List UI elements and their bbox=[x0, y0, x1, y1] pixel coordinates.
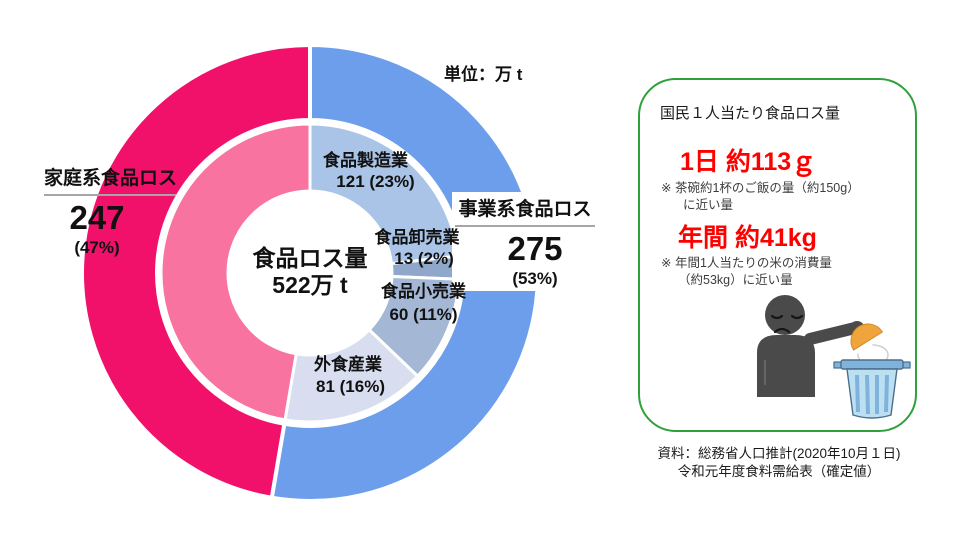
segment-label-restaurant: 外食産業 81 (16%) bbox=[288, 354, 408, 398]
business-loss-value: 275 bbox=[507, 230, 563, 267]
frown-mouth-icon bbox=[773, 327, 791, 334]
segment-value: 121 (23%) bbox=[336, 172, 415, 191]
yearly-loss-headline: 年間 約41kg bbox=[678, 224, 817, 252]
daily-loss-note-line1: ※ 茶碗約1杯のご飯の量（約150g） bbox=[661, 181, 860, 195]
segment-name: 外食産業 bbox=[314, 355, 382, 374]
segment-name: 食品製造業 bbox=[323, 151, 408, 170]
source-line2: 令和元年度食料需給表（確定値） bbox=[677, 464, 881, 479]
chart-center-total: 食品ロス量 522万 t bbox=[243, 245, 377, 299]
business-loss-percent: (53%) bbox=[512, 269, 558, 288]
discard-food-illustration bbox=[757, 295, 911, 419]
business-loss-name: 事業系食品ロス bbox=[455, 194, 595, 227]
household-loss-percent: (47%) bbox=[74, 238, 120, 257]
segment-label-manufacturing: 食品製造業 121 (23%) bbox=[303, 150, 428, 192]
sad-person-icon bbox=[757, 295, 865, 397]
trash-can-icon bbox=[833, 359, 911, 419]
per-capita-info-box: 国民１人当たり食品ロス量 1日 約113ｇ ※ 茶碗約1杯のご飯の量（約150g… bbox=[638, 78, 917, 432]
arm bbox=[804, 322, 861, 345]
business-loss-label: 事業系食品ロス 275 (53%) bbox=[452, 192, 598, 291]
segment-name: 食品小売業 bbox=[381, 282, 466, 301]
closed-eye-icon bbox=[790, 314, 804, 320]
yearly-loss-note-line1: ※ 年間1人当たりの米の消費量 bbox=[661, 256, 832, 270]
household-loss-label: 家庭系食品ロス 247 (47%) bbox=[44, 163, 177, 258]
daily-loss-note-line2: に近い量 bbox=[683, 198, 734, 212]
yearly-loss-note-line2: （約53kg）に近い量 bbox=[678, 273, 793, 287]
segment-value: 81 (16%) bbox=[316, 377, 385, 396]
segment-value: 60 (11%) bbox=[389, 305, 458, 324]
donut-segment-家庭系食品ロス bbox=[80, 43, 312, 500]
segment-name: 食品卸売業 bbox=[374, 228, 460, 247]
food-loss-donut-chart bbox=[80, 43, 540, 503]
closed-eye-icon bbox=[770, 314, 784, 320]
info-box-title: 国民１人当たり食品ロス量 bbox=[660, 105, 841, 122]
donut-segment-家庭系食品ロス bbox=[159, 122, 312, 422]
segment-label-wholesale: 食品卸売業 13 (2%) bbox=[362, 227, 472, 269]
donut-segment-事業系食品ロス bbox=[269, 43, 540, 503]
source-note: 資料：総務省人口推計(2020年10月１日) 令和元年度食料需給表（確定値） bbox=[640, 445, 918, 481]
total-label: 食品ロス量 bbox=[252, 245, 368, 271]
daily-loss-headline: 1日 約113ｇ bbox=[680, 148, 817, 176]
segment-label-retail: 食品小売業 60 (11%) bbox=[366, 280, 481, 326]
household-loss-name: 家庭系食品ロス bbox=[44, 163, 177, 196]
total-value: 522万 t bbox=[272, 272, 348, 298]
unit-label: 単位：万 t bbox=[444, 65, 523, 84]
segment-value: 13 (2%) bbox=[394, 249, 454, 268]
household-loss-value: 247 bbox=[69, 199, 125, 236]
source-line1: 資料：総務省人口推計(2020年10月１日) bbox=[657, 446, 901, 461]
